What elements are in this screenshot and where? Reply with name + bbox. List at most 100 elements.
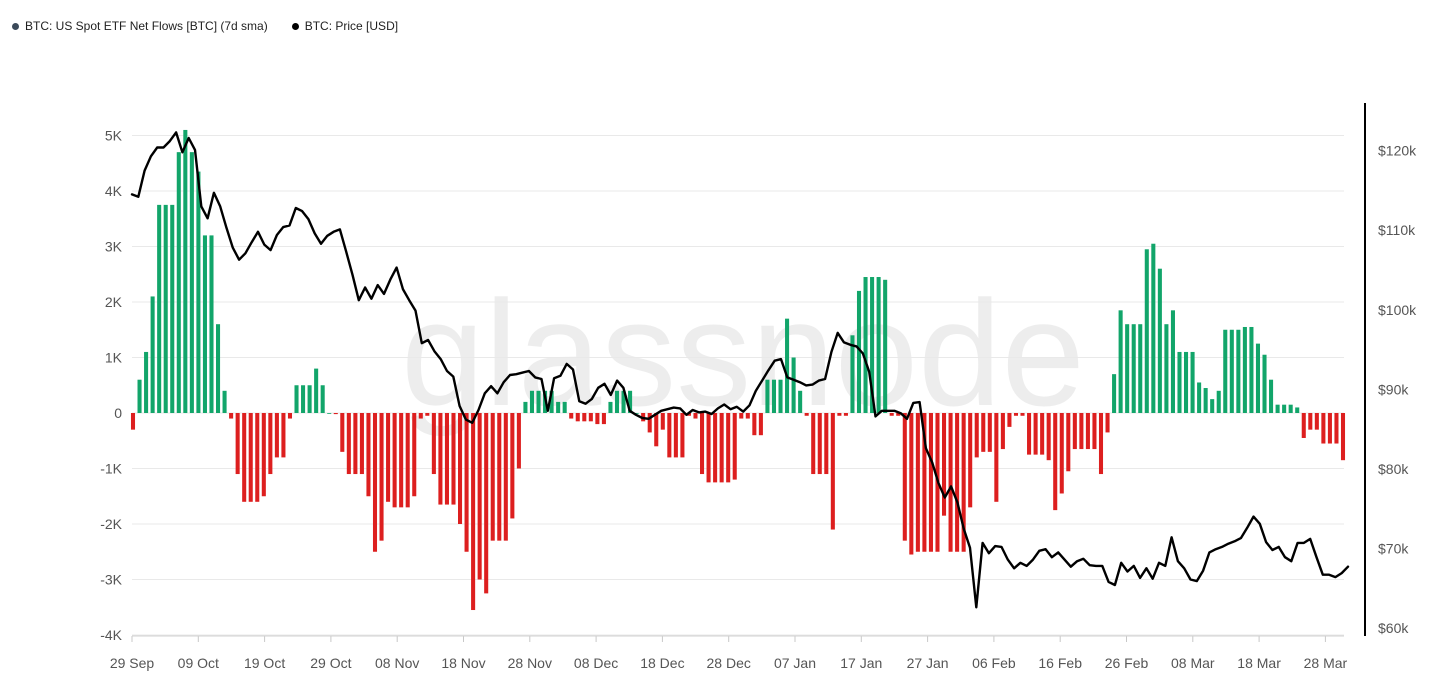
flow-bar <box>850 335 855 413</box>
legend-flows-label: BTC: US Spot ETF Net Flows [BTC] (7d sma… <box>25 19 268 33</box>
flow-bar <box>1013 413 1019 416</box>
flow-bar <box>856 290 862 413</box>
flow-bar <box>915 413 920 552</box>
flow-bar <box>863 277 868 413</box>
y-left-tick-label: 4K <box>105 183 123 199</box>
flow-bar <box>811 413 816 475</box>
x-tick-label: 27 Jan <box>907 655 949 671</box>
flow-bar <box>261 413 266 497</box>
x-tick-label: 09 Oct <box>178 655 219 671</box>
flow-bar <box>399 413 404 508</box>
y-left-tick-label: 1K <box>105 350 123 366</box>
flow-bar <box>549 390 554 413</box>
flow-bar <box>942 413 947 516</box>
flow-bar <box>1151 243 1156 413</box>
flow-bar <box>1340 413 1346 461</box>
y-left-tick-label: -2K <box>100 516 122 532</box>
x-tick-label: 16 Feb <box>1038 655 1082 671</box>
x-tick-label: 08 Nov <box>375 655 419 671</box>
x-tick-label: 19 Oct <box>244 655 285 671</box>
flow-bar <box>765 379 770 413</box>
flow-bar <box>157 204 162 414</box>
flow-bar <box>464 413 469 552</box>
flow-bar <box>713 413 718 483</box>
y-right-tick-label: $80k <box>1378 461 1409 477</box>
x-tick-label: 07 Jan <box>774 655 816 671</box>
flow-bar <box>706 413 711 483</box>
flow-bar <box>242 413 247 502</box>
x-tick-label: 29 Oct <box>310 655 351 671</box>
legend-price-label: BTC: Price [USD] <box>304 19 399 33</box>
y-left-tick-label: 3K <box>105 239 123 255</box>
flow-bar <box>778 379 783 413</box>
flow-bar <box>739 413 744 419</box>
flow-bar <box>451 413 456 505</box>
flow-bar <box>333 413 338 415</box>
flow-bar <box>948 413 953 552</box>
flow-bar <box>1138 324 1143 413</box>
flow-bar <box>837 413 842 416</box>
flow-bar <box>1007 413 1012 427</box>
flow-bar <box>431 413 436 475</box>
flow-bar <box>556 401 561 413</box>
flow-bar <box>758 413 763 436</box>
legend: BTC: US Spot ETF Net Flows [BTC] (7d sma… <box>12 19 398 33</box>
flow-bar <box>412 413 417 497</box>
flow-bar <box>1046 413 1051 461</box>
flow-bar <box>1144 249 1149 413</box>
flow-bar <box>484 413 489 594</box>
flow-bar <box>1118 310 1123 413</box>
flow-bar <box>1066 413 1071 472</box>
x-tick-label: 18 Dec <box>640 655 684 671</box>
flow-bar <box>444 413 449 505</box>
flow-bar <box>1027 413 1032 455</box>
flow-bar <box>346 413 351 475</box>
y-left-tick-label: -4K <box>100 627 122 643</box>
legend-item-flows[interactable]: BTC: US Spot ETF Net Flows [BTC] (7d sma… <box>12 19 268 33</box>
x-tick-label: 08 Dec <box>574 655 618 671</box>
flow-bar <box>588 413 593 422</box>
y-left-tick-label: -1K <box>100 461 122 477</box>
flows-bars <box>130 129 1346 611</box>
flow-bar <box>824 413 829 475</box>
y-left-tick-label: 5K <box>105 128 123 144</box>
flow-bar <box>673 413 678 458</box>
flow-bar <box>150 296 155 413</box>
flow-bar <box>301 385 306 413</box>
x-tick-label: 06 Feb <box>972 655 1016 671</box>
flow-bar <box>359 413 364 475</box>
flow-bar <box>798 390 803 413</box>
flow-bar <box>1059 413 1064 494</box>
flow-bar <box>353 413 358 475</box>
flow-bar <box>1334 413 1339 444</box>
flow-bar <box>425 413 430 416</box>
legend-item-price[interactable]: BTC: Price [USD] <box>291 19 399 33</box>
flow-bar <box>477 413 482 580</box>
flow-bar <box>1000 413 1005 450</box>
flow-bar <box>928 413 933 552</box>
flow-bar <box>222 390 227 413</box>
flow-bar <box>307 385 312 413</box>
flow-bar <box>1072 413 1077 450</box>
flow-bar <box>1262 354 1267 413</box>
flow-bar <box>785 318 790 413</box>
flow-bar <box>1223 329 1228 413</box>
flow-bar <box>1210 399 1215 414</box>
price-line-layer <box>130 131 1350 609</box>
flow-bar <box>176 152 181 413</box>
flow-bar <box>1079 413 1084 450</box>
flow-bar <box>536 390 541 413</box>
flow-bar <box>1197 382 1202 413</box>
flow-bar <box>981 413 986 452</box>
flow-bar <box>667 413 672 458</box>
flow-bar <box>281 413 286 458</box>
flow-bar <box>922 413 927 552</box>
flow-bar <box>366 413 371 497</box>
flow-bar <box>1216 390 1221 413</box>
flow-bar <box>961 413 966 552</box>
x-tick-label: 28 Dec <box>707 655 751 671</box>
flow-bar <box>830 413 835 530</box>
flow-bar <box>144 351 149 413</box>
flow-bar <box>1236 329 1241 413</box>
